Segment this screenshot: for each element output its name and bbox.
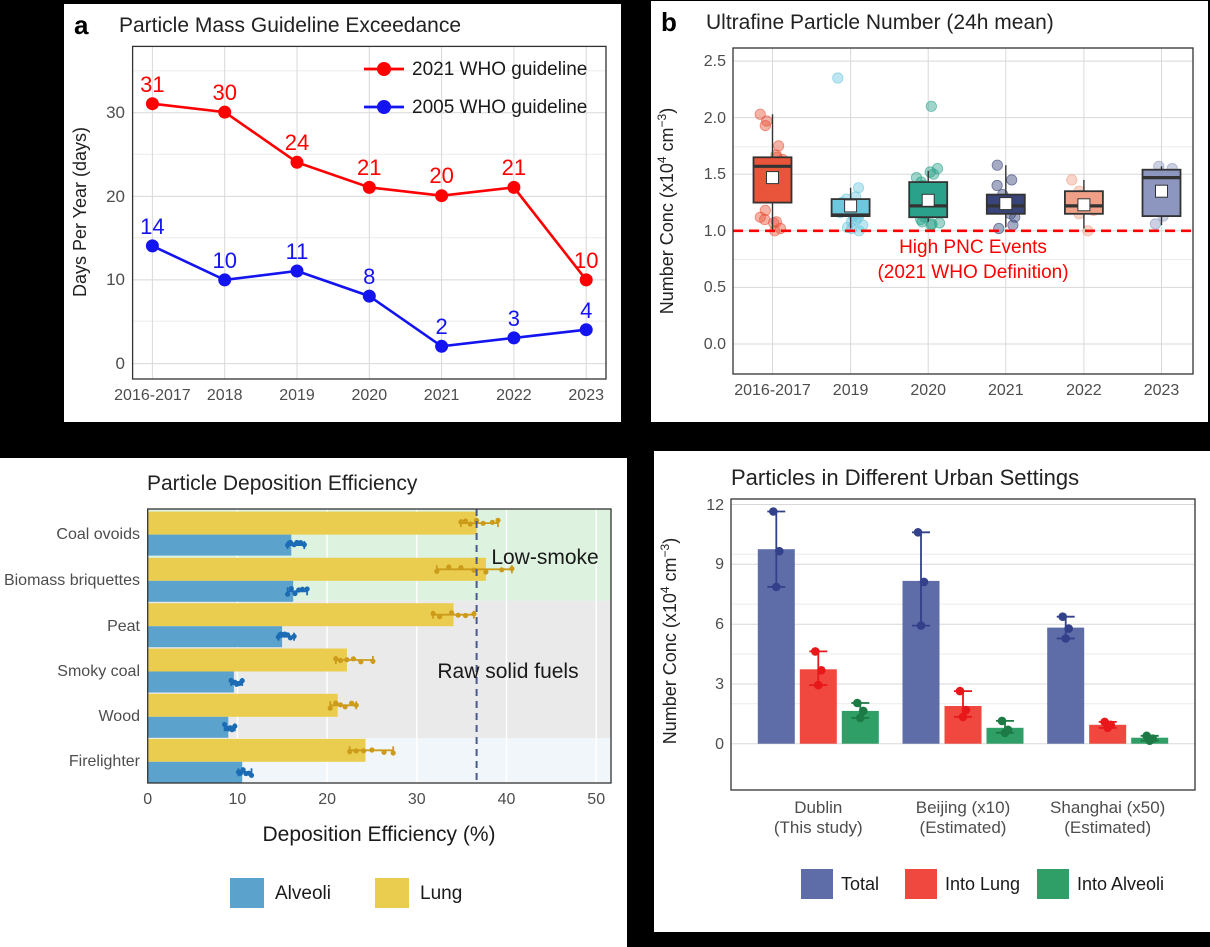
svg-text:Total: Total (841, 874, 879, 894)
svg-text:10: 10 (574, 248, 598, 273)
svg-text:12: 12 (706, 497, 724, 514)
svg-text:2: 2 (435, 314, 447, 339)
svg-text:2016-2017: 2016-2017 (734, 382, 811, 399)
svg-text:Number Conc (x104 cm−3): Number Conc (x104 cm−3) (658, 538, 680, 744)
svg-text:Beijing (x10): Beijing (x10) (916, 798, 1011, 817)
svg-text:2023: 2023 (1144, 382, 1180, 399)
svg-text:Deposition Efficiency (%): Deposition Efficiency (%) (262, 823, 495, 846)
svg-text:Firelighter: Firelighter (69, 753, 141, 770)
svg-text:Raw solid fuels: Raw solid fuels (437, 660, 578, 683)
svg-text:10: 10 (106, 270, 125, 289)
svg-text:3: 3 (715, 676, 724, 693)
svg-text:2016-2017: 2016-2017 (114, 387, 191, 404)
svg-text:0.0: 0.0 (704, 336, 726, 353)
svg-text:2.0: 2.0 (704, 110, 726, 127)
svg-text:2018: 2018 (207, 387, 243, 404)
svg-text:6: 6 (715, 616, 724, 633)
svg-text:2019: 2019 (833, 382, 869, 399)
svg-text:2019: 2019 (279, 387, 315, 404)
svg-text:21: 21 (357, 155, 381, 180)
svg-text:Smoky coal: Smoky coal (57, 663, 140, 680)
svg-text:31: 31 (140, 72, 164, 97)
svg-text:3: 3 (508, 306, 520, 331)
svg-text:Days Per Year (days): Days Per Year (days) (70, 127, 90, 297)
svg-text:Shanghai (x50): Shanghai (x50) (1050, 798, 1165, 817)
svg-text:Into Alveoli: Into Alveoli (1077, 874, 1164, 894)
svg-text:Wood: Wood (98, 708, 140, 725)
svg-text:9: 9 (715, 556, 724, 573)
svg-text:Biomass briquettes: Biomass briquettes (4, 572, 140, 589)
svg-text:2021: 2021 (988, 382, 1024, 399)
svg-text:0: 0 (715, 736, 724, 753)
svg-text:2.5: 2.5 (704, 53, 726, 70)
svg-text:(This study): (This study) (774, 818, 863, 837)
svg-text:1.5: 1.5 (704, 166, 726, 183)
svg-text:Number Conc (x104 cm−3): Number Conc (x104 cm−3) (655, 108, 677, 314)
svg-text:Coal ovoids: Coal ovoids (56, 526, 140, 543)
svg-text:4: 4 (580, 298, 592, 323)
svg-text:Dublin: Dublin (794, 798, 842, 817)
svg-text:20: 20 (429, 163, 453, 188)
svg-text:2005 WHO guideline: 2005 WHO guideline (412, 97, 587, 118)
svg-text:(Estimated): (Estimated) (1064, 818, 1151, 837)
svg-text:0.5: 0.5 (704, 279, 726, 296)
svg-text:0: 0 (143, 791, 152, 808)
svg-text:21: 21 (502, 155, 526, 180)
svg-text:2020: 2020 (352, 387, 388, 404)
svg-text:2020: 2020 (910, 382, 946, 399)
svg-text:24: 24 (285, 130, 309, 155)
svg-text:14: 14 (140, 214, 164, 239)
svg-text:8: 8 (363, 264, 375, 289)
svg-text:50: 50 (587, 791, 605, 808)
svg-text:11: 11 (286, 239, 309, 264)
svg-text:High PNC Events: High PNC Events (899, 237, 1047, 258)
svg-text:30: 30 (106, 103, 125, 122)
svg-text:(Estimated): (Estimated) (920, 818, 1007, 837)
svg-text:2021: 2021 (424, 387, 460, 404)
svg-text:Low-smoke: Low-smoke (491, 546, 598, 569)
svg-text:10: 10 (229, 791, 247, 808)
svg-text:2022: 2022 (1066, 382, 1102, 399)
svg-text:40: 40 (498, 791, 516, 808)
svg-text:0: 0 (116, 354, 125, 373)
svg-text:Alveoli: Alveoli (275, 883, 331, 904)
svg-text:2022: 2022 (496, 387, 532, 404)
svg-text:(2021 WHO Definition): (2021 WHO Definition) (877, 262, 1068, 283)
svg-text:30: 30 (408, 791, 426, 808)
svg-text:30: 30 (212, 80, 236, 105)
svg-text:10: 10 (212, 248, 236, 273)
svg-text:20: 20 (106, 187, 125, 206)
svg-text:20: 20 (318, 791, 336, 808)
svg-text:2021 WHO guideline: 2021 WHO guideline (412, 59, 587, 80)
svg-text:Peat: Peat (107, 618, 140, 635)
svg-text:1.0: 1.0 (704, 223, 726, 240)
svg-text:2023: 2023 (568, 387, 604, 404)
svg-text:Lung: Lung (420, 883, 462, 904)
svg-text:Into Lung: Into Lung (945, 874, 1020, 894)
